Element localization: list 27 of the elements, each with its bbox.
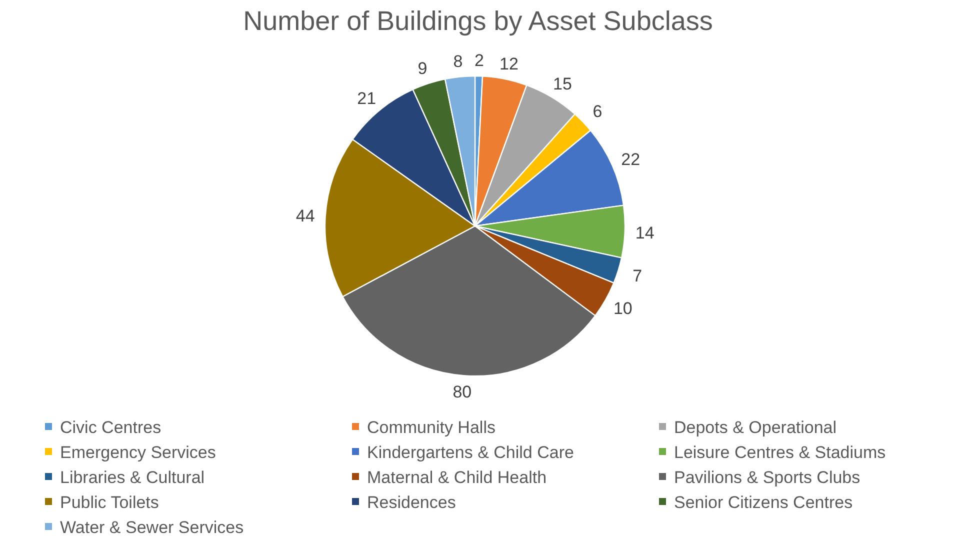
- data-label: 12: [499, 54, 518, 74]
- data-label: 21: [357, 89, 376, 108]
- data-label: 44: [296, 206, 315, 226]
- legend-label: Depots & Operational: [674, 418, 837, 437]
- legend-label: Residences: [367, 493, 456, 512]
- data-label: 2: [474, 51, 484, 70]
- data-label: 80: [452, 382, 472, 402]
- data-label: 15: [552, 74, 572, 94]
- data-label: 7: [632, 266, 642, 286]
- data-label: 9: [418, 59, 428, 78]
- legend-label: Civic Centres: [60, 418, 162, 437]
- legend-label: Maternal & Child Health: [367, 468, 547, 487]
- data-label: 22: [621, 150, 640, 170]
- data-label: 14: [635, 223, 654, 242]
- chart-title: Number of Buildings by Asset Subclass: [243, 6, 713, 36]
- legend-label: Water & Sewer Services: [60, 518, 244, 537]
- legend-label: Leisure Centres & Stadiums: [674, 443, 886, 462]
- legend-label: Senior Citizens Centres: [674, 493, 853, 512]
- legend-label: Public Toilets: [60, 493, 159, 512]
- legend-label: Pavilions & Sports Clubs: [674, 468, 860, 487]
- legend-label: Libraries & Cultural: [60, 468, 205, 487]
- legend-label: Community Halls: [367, 418, 496, 437]
- data-label: 8: [453, 52, 463, 71]
- data-label: 6: [592, 102, 602, 121]
- data-label: 10: [613, 298, 632, 318]
- legend-label: Emergency Services: [60, 443, 216, 462]
- legend-label: Kindergartens & Child Care: [367, 443, 574, 462]
